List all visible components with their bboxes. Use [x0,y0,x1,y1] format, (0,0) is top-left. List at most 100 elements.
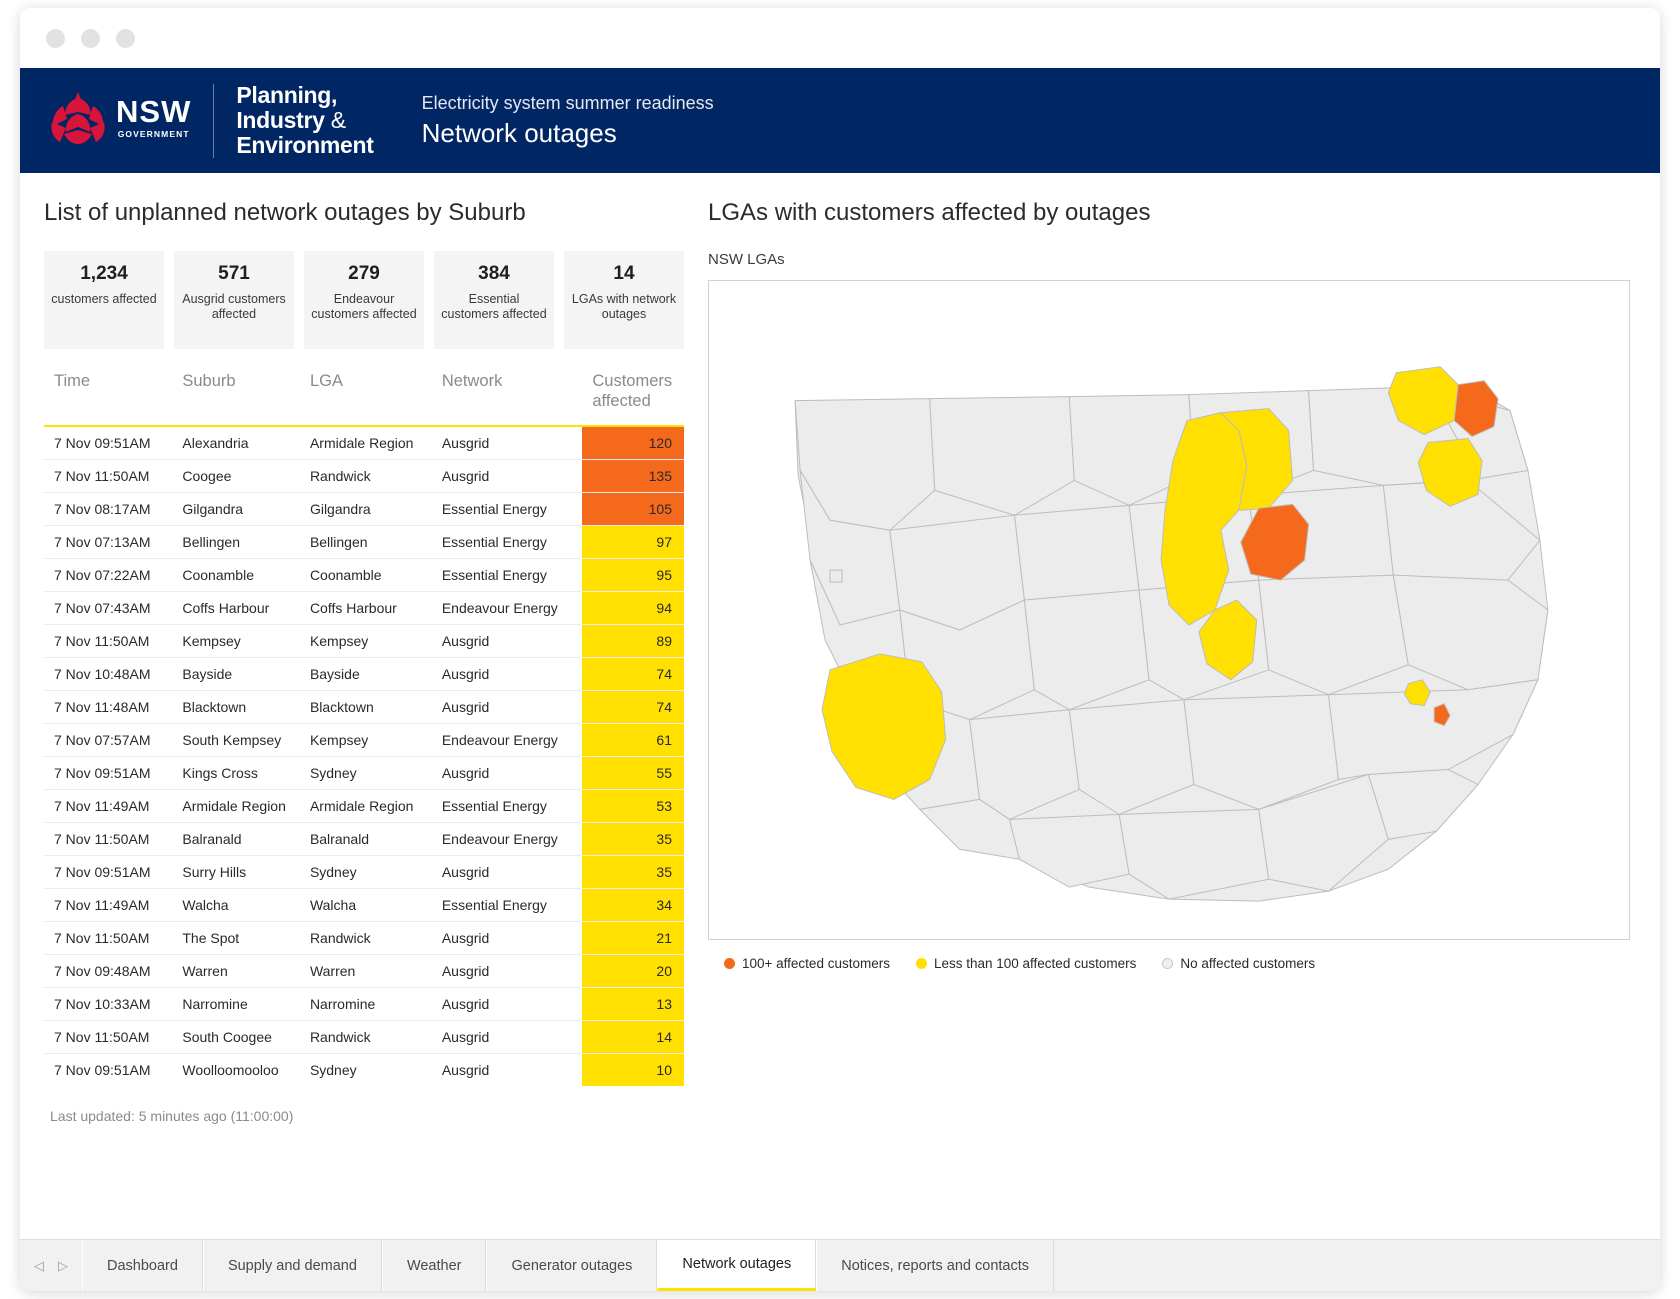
cell-lga: Coffs Harbour [309,600,397,616]
cell-time: 7 Nov 11:49AM [54,897,150,913]
tab-notices-reports-and-contacts[interactable]: Notices, reports and contacts [816,1240,1055,1291]
cell-time: 7 Nov 11:49AM [54,798,150,814]
table-row[interactable]: 7 Nov 07:57AM South Kempsey Kempsey Endeavo… [44,723,684,757]
kpi-value: 14 [613,263,635,284]
kpi-card-row: 1,234 customers affected 571 Ausgrid cus… [44,251,684,349]
outage-list-title: List of unplanned network outages by Sub… [44,199,526,226]
cell-suburb: Armidale Region [182,798,286,814]
cell-suburb: Coonamble [182,567,254,583]
column-header-time[interactable]: Time [54,372,91,390]
column-header-suburb[interactable]: Suburb [182,372,236,390]
cell-customers-affected: 105 [582,492,684,526]
legend-label: Less than 100 affected customers [933,956,1137,971]
table-row[interactable]: 7 Nov 11:50AM Coogee Randwick Ausgrid 135 [44,459,684,493]
table-row[interactable]: 7 Nov 09:51AM Kings Cross Sydney Ausgrid 55 [44,756,684,790]
tab-scroll-left-icon[interactable]: ◁ [34,1257,44,1273]
table-row[interactable]: 7 Nov 07:13AM Bellingen Bellingen Essential… [44,525,684,559]
last-updated-text: Last updated: 5 minutes ago (11:00:00) [50,1108,294,1124]
table-row[interactable]: 7 Nov 08:17AM Gilgandra Gilgandra Essential… [44,492,684,526]
nsw-lga-map-svg[interactable]: .lga { fill:#ececec; stroke:#bdbdbd; str… [709,281,1629,939]
cell-network: Ausgrid [441,699,490,715]
cell-network: Ausgrid [441,963,490,979]
cell-network: Ausgrid [441,633,490,649]
table-row[interactable]: 7 Nov 11:50AM South Coogee Randwick Ausgrid… [44,1020,684,1054]
nsw-logo-government: GOVERNMENT [117,128,190,139]
lga-highlight-yellow[interactable] [1417,437,1483,507]
lga-highlight-orange[interactable] [1453,380,1499,438]
header-subtitle: Electricity system summer readiness [421,92,714,113]
cell-time: 7 Nov 07:13AM [54,534,151,550]
tab-network-outages[interactable]: Network outages [657,1240,817,1291]
window-minimize-dot[interactable] [81,28,100,48]
tab-weather[interactable]: Weather [381,1240,487,1291]
cell-network: Ausgrid [441,996,490,1012]
cell-network: Endeavour Energy [441,831,558,847]
cell-network: Endeavour Energy [441,600,558,616]
table-row[interactable]: 7 Nov 11:50AM Balranald Balranald Endeavour… [44,822,684,856]
cell-customers-affected: 21 [582,921,684,955]
table-row[interactable]: 7 Nov 09:51AM Alexandria Armidale Region Au… [44,426,684,460]
cell-time: 7 Nov 08:17AM [54,501,151,517]
cell-time: 7 Nov 10:48AM [54,666,151,682]
cell-network: Ausgrid [441,864,490,880]
table-row[interactable]: 7 Nov 09:51AM Woolloomooloo Sydney Ausgrid 1… [44,1053,684,1086]
cell-customers-affected: 61 [582,723,684,757]
table-row[interactable]: 7 Nov 10:48AM Bayside Bayside Ausgrid 74 [44,657,684,691]
cell-customers-affected: 13 [582,987,684,1021]
legend-swatch-low-icon [915,958,927,969]
column-header-network[interactable]: Network [441,372,503,390]
cell-lga: Narromine [309,996,376,1012]
kpi-card[interactable]: 384 Essential customers affected [434,251,554,349]
cell-time: 7 Nov 11:48AM [54,699,150,715]
kpi-card[interactable]: 14 LGAs with network outages [564,251,684,349]
table-row[interactable]: 7 Nov 11:49AM Armidale Region Armidale Reg… [44,789,684,823]
table-row[interactable]: 7 Nov 11:50AM The Spot Randwick Ausgrid 21 [44,921,684,955]
page-title: Network outages [421,117,617,148]
table-row[interactable]: 7 Nov 09:48AM Warren Warren Ausgrid 20 [44,954,684,988]
lga-highlight-yellow[interactable] [1198,599,1258,681]
legend-label: 100+ affected customers [742,956,890,971]
tab-scroll-right-icon[interactable]: ▷ [58,1257,68,1273]
cell-customers-affected: 55 [582,756,684,790]
table-row[interactable]: 7 Nov 11:50AM Kempsey Kempsey Ausgrid 89 [44,624,684,658]
table-row[interactable]: 7 Nov 10:33AM Narromine Narromine Ausgrid 13 [44,987,684,1021]
legend-item[interactable]: Less than 100 affected customers [915,956,1137,971]
nsw-lga-map[interactable]: .lga { fill:#ececec; stroke:#bdbdbd; str… [708,280,1630,940]
window-titlebar [20,8,1660,68]
cell-lga: Kempsey [309,633,369,649]
tab-generator-outages[interactable]: Generator outages [486,1240,658,1291]
table-row[interactable]: 7 Nov 11:48AM Blacktown Blacktown Ausgrid 74 [44,690,684,724]
cell-time: 7 Nov 11:50AM [54,930,150,946]
department-name: Planning, Industry & Environment [236,83,374,158]
lga-highlight-yellow[interactable] [821,653,947,800]
kpi-label: customers affected [51,292,157,306]
cell-time: 7 Nov 11:50AM [54,633,150,649]
legend-item[interactable]: No affected customers [1162,956,1315,971]
cell-network: Ausgrid [441,1062,490,1078]
cell-network: Essential Energy [441,567,547,583]
kpi-card[interactable]: 1,234 customers affected [44,251,164,349]
kpi-card[interactable]: 279 Endeavour customers affected [304,251,424,349]
column-header-customers-affected[interactable]: Customers affected [592,372,673,410]
lga-highlight-orange[interactable] [1433,703,1451,727]
tab-dashboard[interactable]: Dashboard [82,1240,203,1291]
kpi-card[interactable]: 571 Ausgrid customers affected [174,251,294,349]
lga-highlight-orange[interactable] [1240,503,1310,581]
lga-highlight-yellow[interactable] [1403,679,1431,707]
table-row[interactable]: 7 Nov 07:22AM Coonamble Coonamble Essential… [44,558,684,592]
table-row[interactable]: 7 Nov 09:51AM Surry Hills Sydney Ausgrid 35 [44,855,684,889]
window-maximize-dot[interactable] [116,28,135,48]
cell-customers-affected: 35 [582,822,684,856]
cell-time: 7 Nov 09:48AM [54,963,151,979]
cell-time: 7 Nov 09:51AM [54,435,151,451]
cell-network: Ausgrid [441,765,490,781]
tab-supply-and-demand[interactable]: Supply and demand [202,1240,382,1291]
cell-lga: Sydney [309,864,357,880]
column-header-lga[interactable]: LGA [309,372,343,390]
legend-item[interactable]: 100+ affected customers [724,956,890,971]
window-close-dot[interactable] [46,28,65,48]
cell-suburb: Coffs Harbour [182,600,270,616]
table-row[interactable]: 7 Nov 07:43AM Coffs Harbour Coffs Harbour E… [44,591,684,625]
lga-highlight-yellow[interactable] [1387,366,1459,436]
table-row[interactable]: 7 Nov 11:49AM Walcha Walcha Essential Energ… [44,888,684,922]
